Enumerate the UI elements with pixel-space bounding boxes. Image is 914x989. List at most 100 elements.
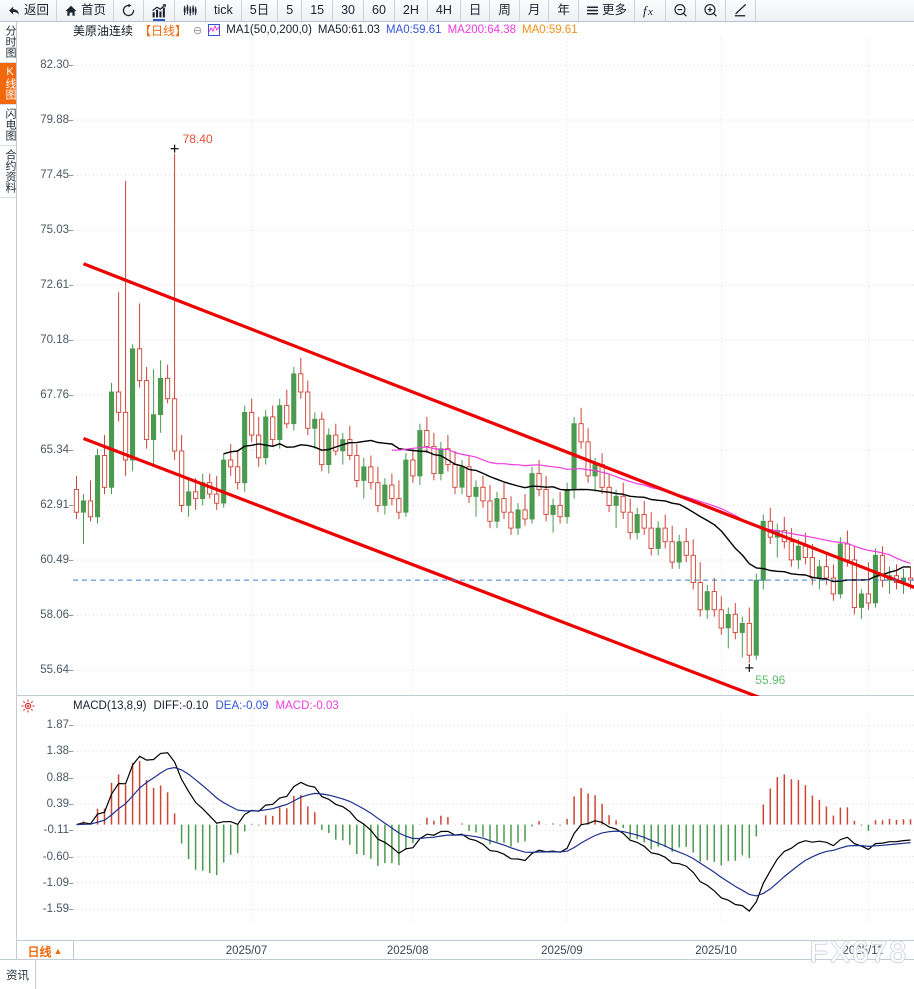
macd-y-tick-mark — [69, 909, 73, 911]
period-month-button-label: 月 — [527, 3, 541, 18]
home-button-label: 首页 — [81, 3, 107, 18]
price-y-tick: 75.03 — [40, 224, 69, 237]
ma0-value: MA0:59.61 — [385, 24, 442, 36]
top-toolbar: 返回 首页 tick 5日 5 15 30 60 2H 4H 日 周 月 年 更多 f x — [0, 0, 914, 22]
period-selector-button[interactable]: 日线 ▲ — [17, 941, 74, 961]
period-2hour-button-label: 2H — [402, 3, 419, 18]
home-button[interactable]: 首页 — [57, 0, 115, 21]
refresh-button[interactable] — [114, 0, 145, 21]
macd-y-tick-mark — [69, 725, 73, 727]
settings-sun-icon[interactable] — [21, 699, 35, 713]
back-button[interactable]: 返回 — [0, 0, 58, 21]
collapse-icon[interactable]: ⊖ — [193, 24, 203, 37]
price-y-tick: 72.61 — [40, 279, 69, 292]
price-panel-header: 美原油连续 【日线】 ⊖ MA1(50,0,200,0) MA50:61.03 … — [17, 22, 578, 38]
macd-y-tick-mark — [69, 830, 73, 832]
low-price-tag: 55.96 — [755, 672, 786, 687]
ma200-value: MA200:64.38 — [447, 24, 516, 36]
sidebar-item-timeshare[interactable]: 分时图 — [0, 22, 16, 63]
price-y-tick-mark — [69, 395, 73, 397]
more-menu-button[interactable]: 更多 — [579, 0, 635, 21]
macd-y-tick-mark — [69, 803, 73, 805]
macd-y-axis: 1.87 1.38 0.88 0.39 -0.11 -0.60 -1.09 -1.59 — [17, 697, 73, 925]
zoom-out-button[interactable] — [666, 0, 696, 21]
x-axis-tick: 2025/11 — [842, 945, 884, 957]
left-sidebar: 分时图 K线图 闪电图 合约资料 — [0, 22, 17, 989]
price-y-tick-mark — [69, 670, 73, 672]
macd-plot[interactable] — [73, 713, 914, 923]
price-y-tick: 67.76 — [40, 389, 69, 402]
macd-y-tick: -0.60 — [42, 850, 69, 863]
symbol-period: 【日线】 — [139, 23, 188, 38]
draw-tool-button[interactable] — [726, 0, 756, 21]
x-axis-tick: 2025/07 — [225, 945, 268, 957]
macd-diff-value: DIFF:-0.10 — [153, 700, 209, 712]
price-y-tick: 62.91 — [40, 499, 69, 512]
period-5min-button[interactable]: 5 — [278, 0, 303, 21]
macd-y-tick-mark — [69, 856, 73, 858]
period-year-button[interactable]: 年 — [549, 0, 579, 21]
arrow-left-icon — [7, 4, 21, 18]
period-5min-button-label: 5 — [286, 3, 294, 18]
sidebar-item-kline[interactable]: K线图 — [0, 63, 16, 105]
price-y-tick-mark — [69, 505, 73, 507]
macd-y-tick: -0.11 — [43, 824, 69, 837]
candlestick-button[interactable] — [175, 0, 207, 21]
macd-macd-value: MACD:-0.03 — [275, 700, 339, 712]
price-y-tick: 58.06 — [40, 609, 69, 622]
zoom-in-icon — [703, 3, 718, 18]
price-plot[interactable] — [73, 38, 914, 696]
period-15min-button-label: 15 — [310, 3, 325, 18]
price-y-tick: 55.64 — [40, 664, 69, 677]
x-axis-tick: 2025/10 — [695, 945, 737, 957]
chart-area: 美原油连续 【日线】 ⊖ MA1(50,0,200,0) MA50:61.03 … — [17, 22, 914, 989]
period-30min-button[interactable]: 30 — [333, 0, 364, 21]
bar-chart-button[interactable] — [144, 0, 176, 21]
bar-chart-icon — [151, 3, 167, 19]
macd-y-tick: 0.88 — [46, 771, 69, 784]
tick-button[interactable]: tick — [206, 0, 242, 21]
price-y-tick: 82.30 — [40, 59, 69, 72]
sidebar-item-lightning[interactable]: 闪电图 — [0, 105, 16, 146]
sidebar-item-contract[interactable]: 合约资料 — [0, 146, 16, 198]
symbol-name: 美原油连续 — [73, 23, 134, 38]
price-y-tick-mark — [69, 285, 73, 287]
period-month-button[interactable]: 月 — [520, 0, 550, 21]
high-price-tag: 78.40 — [182, 131, 213, 146]
period-week-button[interactable]: 周 — [490, 0, 520, 21]
macd-y-tick-mark — [69, 777, 73, 779]
period-60min-button[interactable]: 60 — [364, 0, 395, 21]
macd-y-tick-mark — [69, 751, 73, 753]
period-5day-button[interactable]: 5日 — [242, 0, 279, 21]
period-2hour-button[interactable]: 2H — [395, 0, 428, 21]
price-y-tick-mark — [69, 340, 73, 342]
price-y-tick-mark — [69, 175, 73, 177]
period-15min-button[interactable]: 15 — [302, 0, 334, 21]
price-y-tick-mark — [69, 615, 73, 617]
svg-text:x: x — [647, 6, 653, 18]
zoom-out-icon — [673, 3, 688, 18]
price-panel[interactable]: 美原油连续 【日线】 ⊖ MA1(50,0,200,0) MA50:61.03 … — [17, 22, 914, 696]
macd-dea-value: DEA:-0.09 — [215, 700, 269, 712]
period-day-button[interactable]: 日 — [461, 0, 491, 21]
ma-formula: MA1(50,0,200,0) — [226, 24, 312, 36]
ma50-value: MA50:61.03 — [317, 24, 380, 36]
price-y-tick-mark — [69, 560, 73, 562]
period-5day-button-label: 5日 — [249, 3, 270, 18]
period-4hour-button[interactable]: 4H — [428, 0, 461, 21]
x-axis: 日线 ▲ 2025/07 2025/08 2025/09 2025/10 2025/11 — [17, 941, 914, 962]
period-selector-label: 日线 — [27, 944, 52, 959]
zoom-in-button[interactable] — [696, 0, 726, 21]
triangle-up-icon: ▲ — [53, 946, 63, 956]
period-4hour-button-label: 4H — [435, 3, 452, 18]
macd-y-tick: -1.09 — [42, 876, 69, 889]
macd-panel[interactable]: MACD(13,8,9) DIFF:-0.10 DEA:-0.09 MACD:-… — [17, 697, 914, 941]
price-y-tick: 65.34 — [40, 444, 69, 457]
macd-y-tick: 1.87 — [46, 719, 69, 732]
tab-news[interactable]: 资讯 — [0, 960, 36, 989]
news-bar: 资讯 — [0, 959, 914, 989]
macd-y-tick: 1.38 — [46, 745, 69, 758]
indicator-icon[interactable] — [208, 24, 221, 36]
